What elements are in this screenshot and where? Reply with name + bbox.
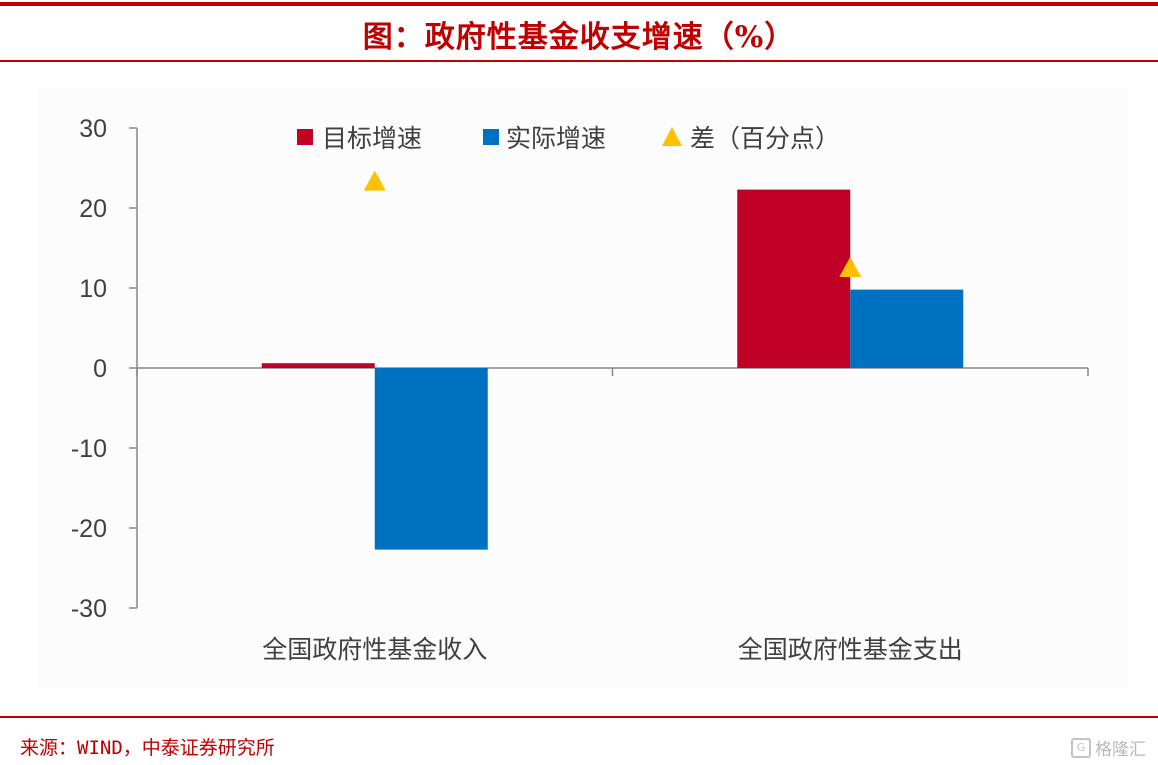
watermark-text: 格隆汇 [1095,740,1146,760]
legend-label: 目标增速 [322,124,422,153]
watermark-logo-icon: G [1071,737,1091,758]
bar-target [737,189,851,368]
x-category-label: 全国政府性基金收入 [262,635,487,664]
chart-bars [261,189,964,550]
legend-swatch [297,129,313,145]
legend-label: 实际增速 [506,124,606,153]
y-tick-label: -30 [71,595,107,623]
y-tick-label: -20 [71,515,107,543]
x-category-label: 全国政府性基金支出 [738,635,963,664]
y-tick-label: 0 [93,355,107,383]
y-tick-label: 10 [79,275,107,303]
legend-swatch-diff [662,127,682,146]
chart-axes: 30 20 10 0 -10 -20 -30 全国政府性基金收入 全国政府性基金支出 [71,115,1089,664]
legend-label: 差（百分点） [690,124,840,153]
bar-actual [374,368,488,550]
y-tick-label: 30 [79,115,107,143]
bar-target [261,363,375,368]
plot-area-background [38,88,1128,688]
chart-legend: 目标增速 实际增速 差（百分点） [297,124,840,153]
diff-marker [363,170,386,191]
source-note: 来源：WIND，中泰证券研究所 [20,737,275,759]
legend-swatch [483,129,499,145]
diff-marker [839,257,862,277]
y-tick-label: 20 [79,195,107,223]
title-rule [0,60,1158,62]
watermark: G 格隆汇 [1071,735,1146,760]
chart-title: 图：政府性基金收支增速（%） [362,20,796,55]
y-tick-label: -10 [71,435,107,463]
top-rule [0,2,1158,6]
chart-markers [363,170,862,277]
bottom-rule [0,716,1158,718]
bar-actual [850,289,964,368]
